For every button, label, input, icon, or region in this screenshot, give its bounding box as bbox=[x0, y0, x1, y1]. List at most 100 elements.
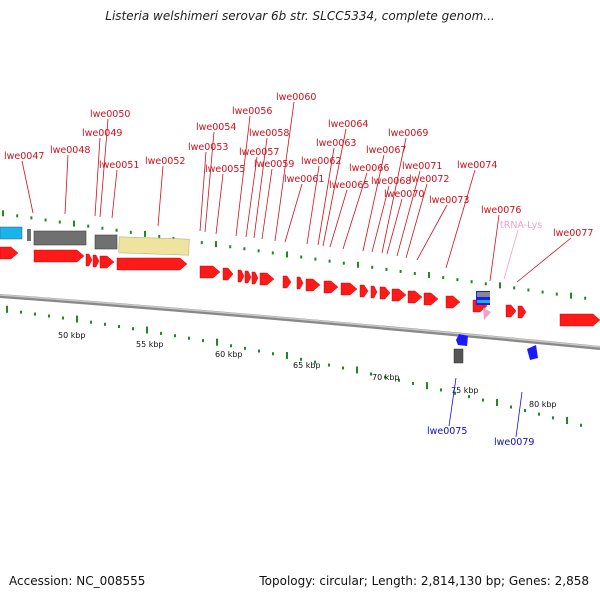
outer-tick bbox=[243, 247, 246, 251]
outer-tick bbox=[371, 265, 374, 269]
gene-label-lwe0057: lwe0057 bbox=[239, 147, 279, 158]
label-leader bbox=[445, 169, 476, 269]
outer-tick bbox=[215, 241, 217, 248]
forward-gene bbox=[391, 288, 407, 302]
outer-tick bbox=[399, 269, 402, 273]
label-leader bbox=[342, 172, 368, 250]
outer-tick bbox=[58, 220, 61, 224]
gene-label-lwe0050: lwe0050 bbox=[90, 109, 130, 120]
inner-tick bbox=[412, 381, 414, 385]
outer-tick bbox=[73, 220, 75, 227]
forward-gene bbox=[517, 305, 527, 319]
reverse-gene-lane bbox=[453, 291, 538, 364]
outer-tick bbox=[442, 276, 445, 280]
scale-label: 50 kbp bbox=[58, 331, 86, 340]
gene-label-lwe0067: lwe0067 bbox=[366, 145, 406, 156]
gene-label-lwe0056: lwe0056 bbox=[232, 106, 272, 117]
scale-label: 65 kbp bbox=[293, 361, 321, 370]
outer-tick bbox=[527, 288, 530, 292]
outer-tick bbox=[555, 292, 558, 296]
inner-tick bbox=[552, 416, 554, 420]
inner-tick bbox=[468, 395, 470, 399]
inner-tick bbox=[188, 336, 190, 340]
inner-tick bbox=[76, 315, 78, 323]
label-leader bbox=[515, 391, 523, 438]
forward-gene bbox=[423, 292, 439, 306]
gene-label-lwe0064: lwe0064 bbox=[328, 119, 368, 130]
inner-tick bbox=[328, 363, 330, 367]
inner-tick bbox=[342, 366, 344, 370]
label-leader bbox=[317, 147, 335, 246]
gene-label-lwe0059: lwe0059 bbox=[254, 159, 294, 170]
topology-text: Topology: circular; Length: 2,814,130 bp… bbox=[259, 574, 589, 588]
outer-tick bbox=[158, 234, 161, 238]
rrna-cyan bbox=[477, 300, 490, 303]
forward-gene bbox=[244, 270, 252, 284]
gene-label-lwe0073: lwe0073 bbox=[429, 195, 469, 206]
inner-tick bbox=[440, 388, 442, 392]
trna-lys-mark bbox=[483, 308, 491, 320]
scale-label: 55 kbp bbox=[136, 340, 164, 349]
gene-label-lwe0049: lwe0049 bbox=[82, 128, 122, 139]
gene-label-lwe0077: lwe0077 bbox=[553, 228, 593, 239]
inner-tick bbox=[62, 316, 64, 320]
outer-tick bbox=[271, 251, 274, 255]
label-leader bbox=[489, 214, 500, 282]
grey-region-2 bbox=[33, 230, 87, 246]
grey-region-1 bbox=[27, 229, 31, 241]
forward-gene bbox=[259, 272, 275, 286]
label-leader bbox=[21, 160, 34, 214]
forward-gene bbox=[222, 267, 234, 281]
forward-gene bbox=[407, 290, 423, 304]
label-leader bbox=[416, 204, 448, 261]
gene-label-lwe0047: lwe0047 bbox=[4, 151, 44, 162]
label-leader bbox=[94, 137, 101, 217]
forward-gene bbox=[85, 253, 93, 267]
outer-tick bbox=[570, 292, 572, 299]
outer-tick bbox=[129, 230, 132, 234]
outer-tick bbox=[357, 261, 359, 268]
gene-label-lwe0054: lwe0054 bbox=[196, 122, 236, 133]
forward-gene bbox=[340, 282, 358, 296]
forward-gene bbox=[0, 246, 19, 260]
label-leader bbox=[204, 131, 215, 233]
forward-gene bbox=[116, 257, 188, 271]
forward-gene bbox=[370, 285, 378, 299]
inner-tick bbox=[48, 314, 50, 318]
inner-tick bbox=[132, 327, 134, 331]
outer-tick bbox=[413, 272, 416, 276]
inner-tick bbox=[454, 391, 456, 395]
grey-region-3 bbox=[94, 234, 118, 250]
label-leader bbox=[64, 154, 69, 215]
label-leader bbox=[516, 237, 572, 283]
outer-tick bbox=[144, 230, 146, 237]
label-leader bbox=[274, 101, 295, 242]
forward-gene bbox=[445, 295, 461, 309]
label-leader bbox=[503, 229, 519, 280]
inner-tick bbox=[272, 352, 274, 356]
genome-backbone bbox=[0, 294, 600, 350]
cyan-region bbox=[0, 226, 23, 240]
label-leader bbox=[261, 168, 273, 240]
forward-gene-lane bbox=[0, 246, 600, 327]
rrna-grey bbox=[477, 292, 490, 297]
gene-label-lwe0076: lwe0076 bbox=[481, 205, 521, 216]
outer-tick bbox=[513, 286, 516, 290]
forward-gene bbox=[92, 254, 100, 268]
label-leader bbox=[215, 173, 224, 235]
outer-tick bbox=[342, 261, 345, 265]
label-leader bbox=[253, 137, 268, 239]
gene-label-lwe0048: lwe0048 bbox=[50, 145, 90, 156]
gene-label-lwe0052: lwe0052 bbox=[145, 156, 185, 167]
gene-lwe0075-arrow bbox=[456, 334, 468, 346]
gene-label-lwe0055: lwe0055 bbox=[205, 164, 245, 175]
outer-tick bbox=[314, 257, 317, 261]
inner-tick bbox=[286, 351, 288, 359]
forward-gene bbox=[323, 280, 339, 294]
outer-tick bbox=[470, 280, 473, 284]
gene-label-lwe0061: lwe0061 bbox=[284, 174, 324, 185]
outer-tick bbox=[87, 224, 90, 228]
label-leader bbox=[329, 189, 348, 248]
outer-tick bbox=[101, 226, 104, 230]
